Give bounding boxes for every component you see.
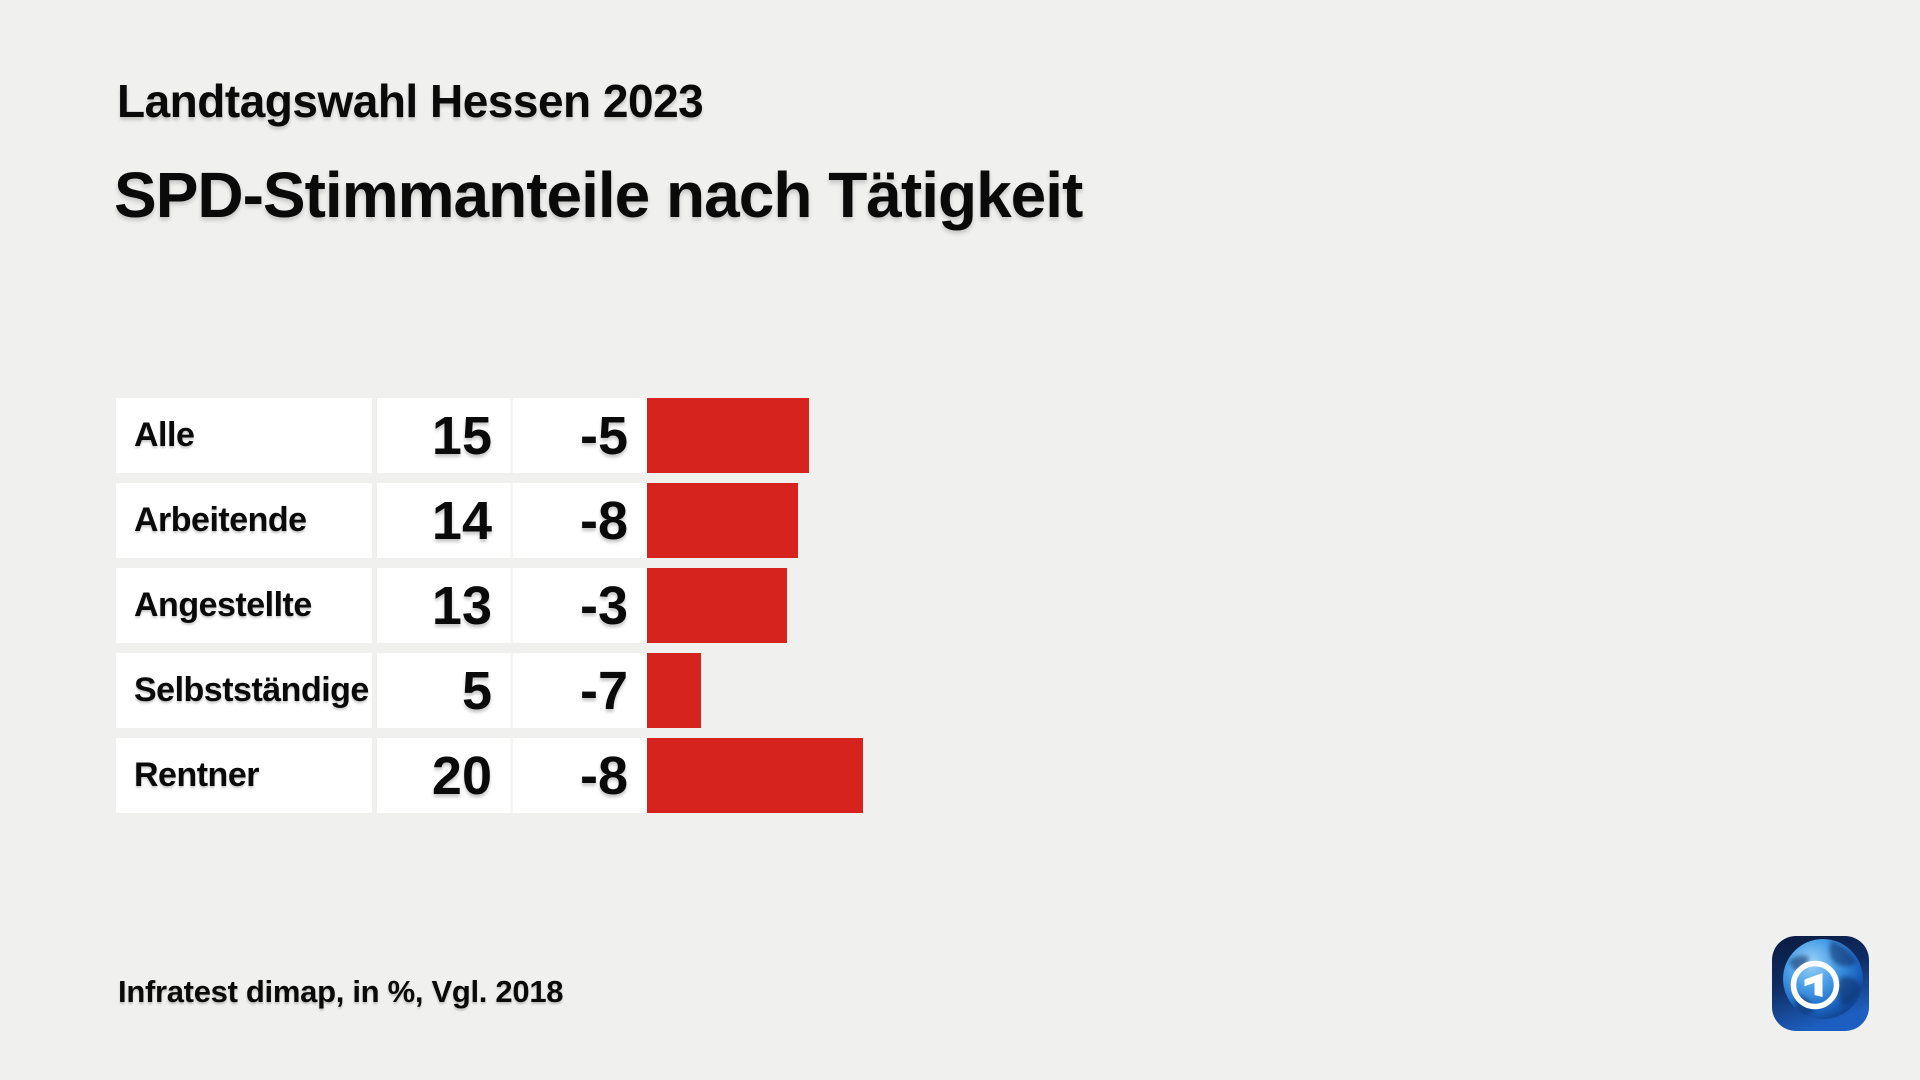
row-delta: -5: [513, 398, 647, 473]
row-value: 20: [377, 738, 510, 813]
row-delta: -7: [513, 653, 647, 728]
row-delta: -3: [513, 568, 647, 643]
row-label: Angestellte: [116, 568, 372, 643]
row-label: Alle: [116, 398, 372, 473]
row-value: 15: [377, 398, 510, 473]
ard-globe-icon: [1771, 933, 1871, 1033]
table-row: Rentner 20 -8: [116, 738, 863, 813]
chart-title: SPD-Stimmanteile nach Tätigkeit: [114, 159, 1083, 231]
table-row: Selbstständige 5 -7: [116, 653, 863, 728]
table-row: Arbeitende 14 -8: [116, 483, 863, 558]
value-bar: [647, 653, 701, 728]
ard-globe-logo-svg: [1772, 936, 1869, 1031]
source-note: Infratest dimap, in %, Vgl. 2018: [118, 974, 564, 1009]
table-row: Angestellte 13 -3: [116, 568, 863, 643]
value-bar: [647, 568, 788, 643]
row-label: Rentner: [116, 738, 372, 813]
value-bar: [647, 483, 799, 558]
row-label: Arbeitende: [116, 483, 372, 558]
stats-table: Alle 15 -5 Arbeitende 14 -8 Angestellte 13 -3 Sel…: [116, 398, 863, 823]
column-divider: [510, 738, 513, 813]
row-delta: -8: [513, 483, 647, 558]
row-label: Selbstständige: [116, 653, 372, 728]
row-delta: -8: [513, 738, 647, 813]
column-divider: [510, 568, 513, 643]
row-value: 13: [377, 568, 510, 643]
column-divider: [510, 398, 513, 473]
row-value: 5: [377, 653, 510, 728]
table-row: Alle 15 -5: [116, 398, 863, 473]
column-divider: [510, 653, 513, 728]
value-bar: [647, 738, 863, 813]
column-divider: [510, 483, 513, 558]
row-value: 14: [377, 483, 510, 558]
value-bar: [647, 398, 809, 473]
chart-subtitle: Landtagswahl Hessen 2023: [117, 75, 704, 127]
